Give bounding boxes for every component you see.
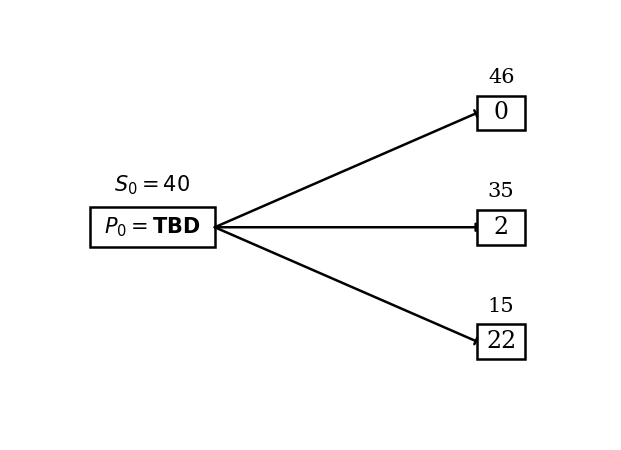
FancyBboxPatch shape <box>89 207 215 247</box>
Text: $P_0 = \mathbf{TBD}$: $P_0 = \mathbf{TBD}$ <box>104 216 201 239</box>
FancyBboxPatch shape <box>477 95 525 130</box>
Text: 0: 0 <box>494 101 509 124</box>
Text: 46: 46 <box>488 68 514 87</box>
Text: $S_0 = 40$: $S_0 = 40$ <box>114 173 190 197</box>
FancyBboxPatch shape <box>477 210 525 245</box>
Text: 15: 15 <box>488 297 514 315</box>
FancyBboxPatch shape <box>477 324 525 359</box>
Text: 35: 35 <box>488 182 514 201</box>
Text: 22: 22 <box>486 330 516 353</box>
Text: 2: 2 <box>494 216 509 239</box>
